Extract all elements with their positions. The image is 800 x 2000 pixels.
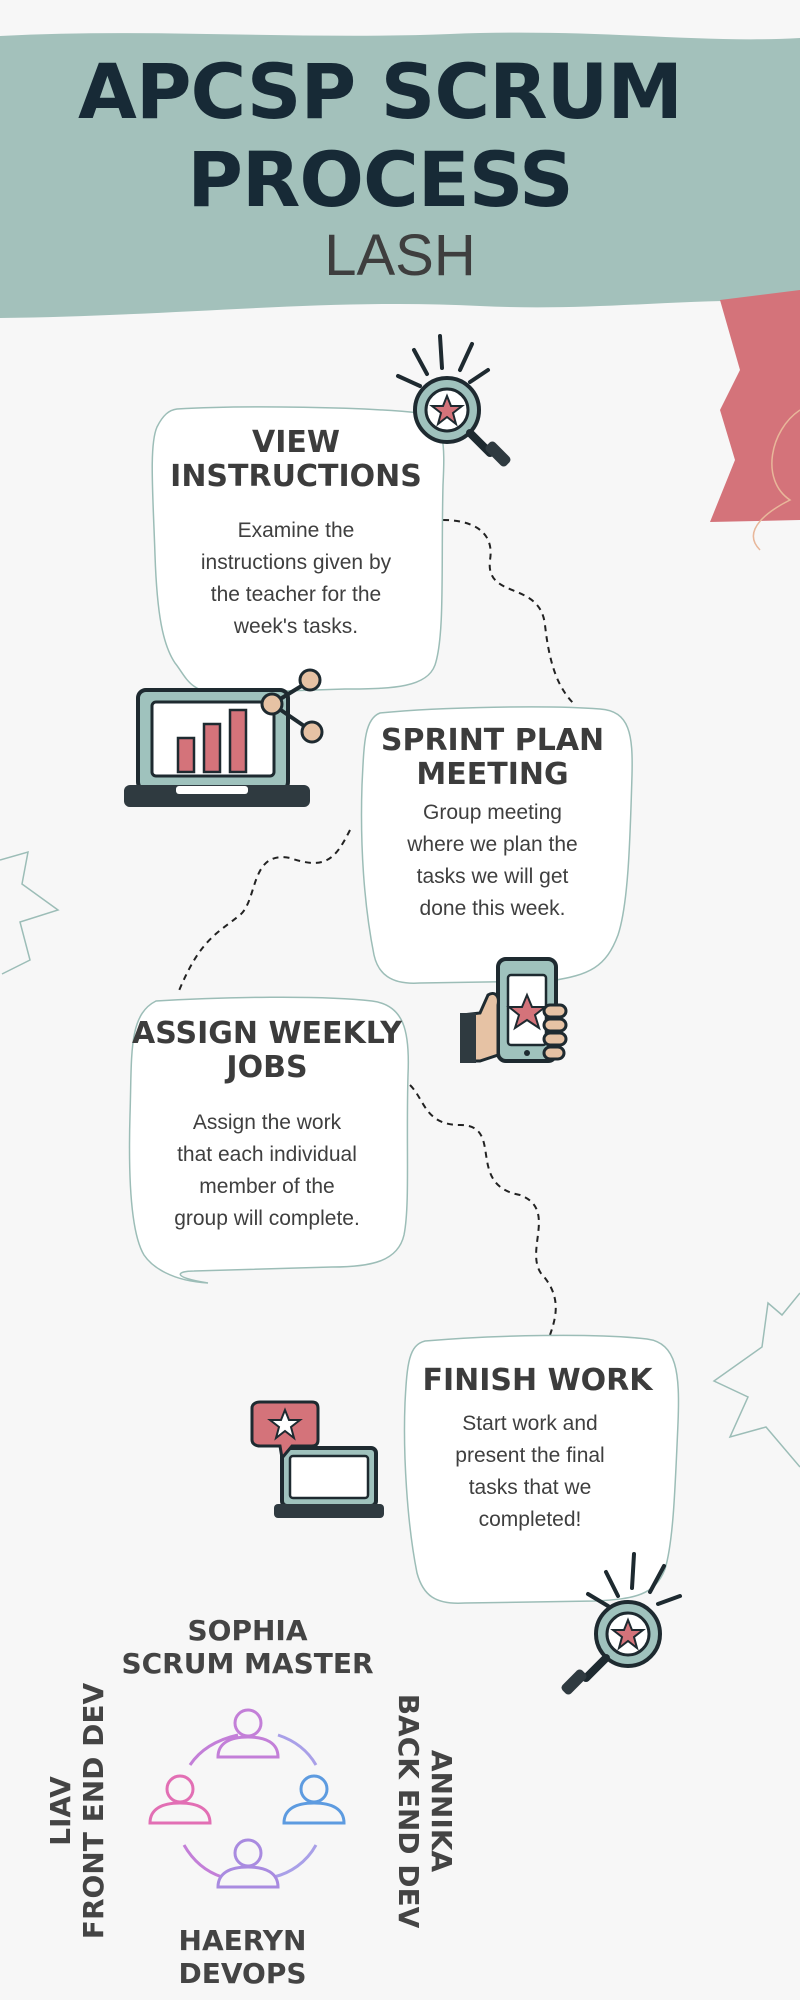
team-role-top: SOPHIA SCRUM MASTER [121, 1614, 374, 1680]
step-card-4-bubble [403, 1334, 680, 1604]
magnifier-star-icon-bottom [561, 1552, 682, 1695]
step-2-description: Group meeting where we plan the tasks we… [407, 801, 578, 920]
header-band [0, 32, 800, 319]
step-4-title: FINISH WORK [422, 1363, 653, 1398]
step-3-title: ASSIGN WEEKLY JOBS [132, 1016, 402, 1085]
star-outline-left-decoration [0, 850, 60, 975]
phone-star-icon [460, 957, 568, 1063]
step-1-title: VIEW INSTRUCTIONS [170, 425, 422, 494]
step-4-description: Start work and present the final tasks t… [455, 1412, 605, 1531]
team-role-left: LIAV FRONT END DEV [44, 1682, 110, 1940]
page-subtitle: LASH [324, 223, 476, 288]
team-role-right: ANNIKA BACK END DEV [392, 1693, 458, 1929]
laptop-chart-icon [124, 668, 324, 807]
step-3-description: Assign the work that each individual mem… [174, 1111, 360, 1230]
team-role-bottom: HAERYN DEVOPS [178, 1924, 307, 1990]
step-2-title: SPRINT PLAN MEETING [380, 723, 605, 792]
page-title: APCSP SCRUM PROCESS [0, 48, 760, 224]
step-card-3-bubble [128, 996, 410, 1284]
magnifier-star-icon [396, 334, 511, 467]
laptop-star-icon [250, 1400, 384, 1518]
team-cycle-icon [148, 1708, 346, 1889]
title-line-2: PROCESS [187, 135, 574, 224]
step-card-2-bubble [360, 706, 633, 984]
title-line-1: APCSP SCRUM [78, 47, 683, 136]
step-1-description: Examine the instructions given by the te… [200, 519, 392, 638]
star-outline-right-decoration [712, 1292, 800, 1468]
red-ribbon-decoration [710, 290, 800, 551]
